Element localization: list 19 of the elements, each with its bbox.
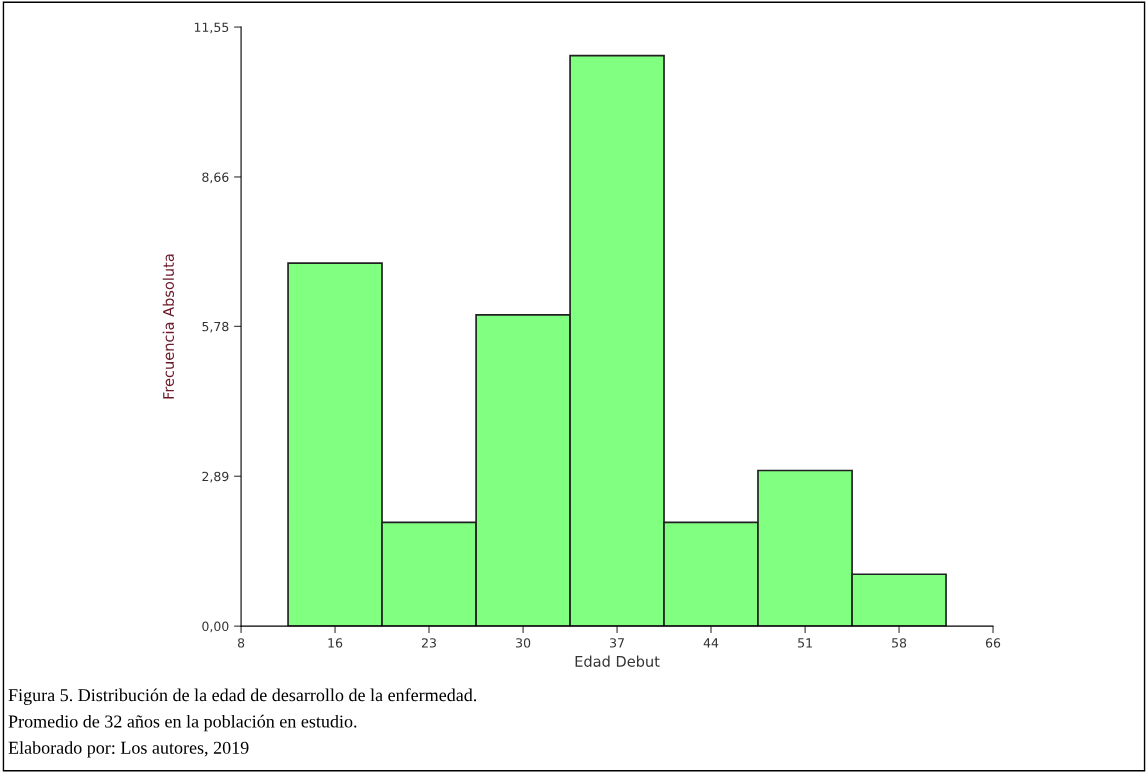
y-tick-label: 8,66 [202,172,229,184]
text: Figura 5. Distribución de la edad de desarrollo de la enfermedad. [8,688,477,705]
x-tick-label: 51 [798,638,812,648]
x-tick-label: 66 [985,638,1001,648]
x-tick-label: 30 [516,638,531,648]
y-tick-label: 11,55 [194,22,229,34]
x-tick-label: 16 [328,638,343,648]
y-tick-label: 0,00 [202,621,229,633]
y-tick-label: 2,89 [202,471,229,483]
x-tick-label: 58 [892,638,907,648]
y-axis-title: Frecuencia Absoluta [162,254,174,399]
x-tick-label: 44 [703,638,719,648]
x-tick-label: 37 [610,638,624,648]
y-tick-label: 5,78 [202,321,229,333]
x-tick-label: 8 [237,638,245,648]
x-axis-title: Edad Debut [575,655,660,667]
text: Promedio de 32 años en la población en estudio. [8,714,357,732]
x-tick-label: 23 [421,638,436,648]
text: Elaborado por: Los autores, 2019 [8,741,249,758]
